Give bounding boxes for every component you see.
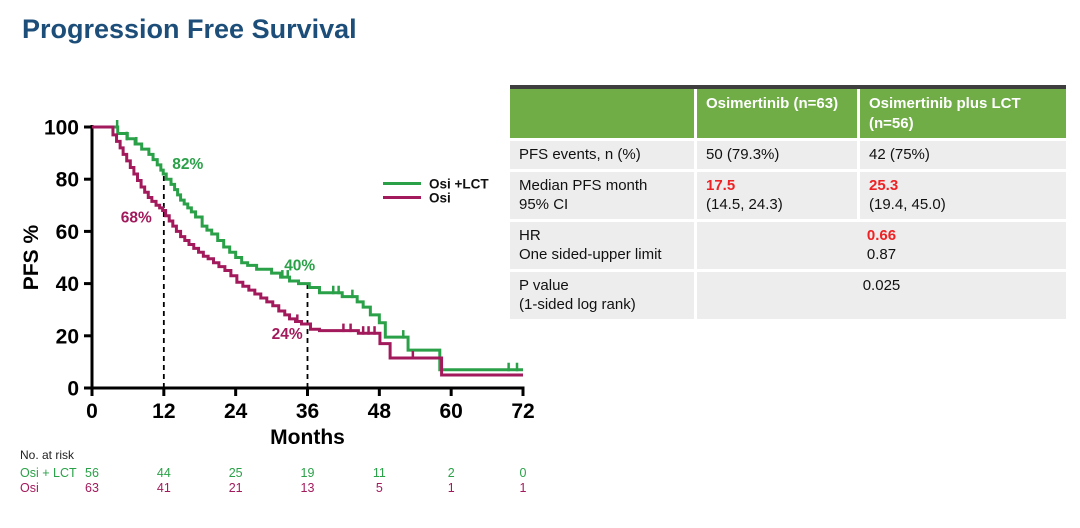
hr-value: 0.66 [866,226,897,244]
median-pfs-label-line2: 95% CI [519,196,569,213]
curve-annotations: 82% 68% 40% 24% [121,156,316,343]
median-pfs-osi-ci: (14.5, 24.3) [706,196,783,213]
hr-label-line2: One sided-upper limit [519,246,662,263]
y-axis-title: PFS % [20,225,43,291]
hr-value-cell: 0.66 0.87 [697,221,1066,269]
risk-count: 11 [373,466,386,480]
risk-count: 41 [157,481,171,495]
page-title: Progression Free Survival [22,14,357,44]
y-tick-label: 0 [67,378,79,401]
km-curve [92,125,523,372]
x-tick-label: 0 [86,400,98,423]
stats-header-osimertinib-lct: Osimertinib plus LCT (n=56) [860,89,1066,138]
risk-table-title: No. at risk [20,448,75,462]
row-label-hr: HR One sided-upper limit [510,221,694,269]
row-label-median-pfs: Median PFS month 95% CI [510,171,694,219]
risk-count: 0 [520,466,527,480]
row-label-pfs-events: PFS events, n (%) [510,141,694,169]
risk-count: 56 [85,466,99,480]
risk-count: 19 [301,466,315,480]
annotation-24pct: 24% [272,326,303,343]
x-tick-label: 48 [368,400,392,423]
stats-header-empty [510,89,694,138]
risk-count: 63 [85,481,99,495]
risk-count: 13 [301,481,315,495]
risk-count: 5 [376,481,383,495]
row-label-p-value: P value (1-sided log rank) [510,271,694,319]
y-tick-label: 40 [56,273,79,296]
x-tick-label: 36 [296,400,319,423]
risk-row-label: Osi + LCT [20,466,77,480]
series-osi [92,125,523,377]
annotation-82pct: 82% [172,156,203,173]
p-value-label-line1: P value [519,276,569,294]
median-pfs-osi-value: 17.5 [706,176,736,194]
median-pfs-osi-lct-value: 25.3 [869,176,899,194]
p-value-cell: 0.025 [697,271,1066,319]
risk-count: 1 [448,481,455,495]
y-tick-label: 20 [56,325,79,348]
axes: 0 20 40 60 80 100 0 12 24 36 48 60 72 Months PFS % [20,117,535,450]
p-value-label-line2: (1-sided log rank) [519,296,636,313]
stats-header-osimertinib: Osimertinib (n=63) [697,89,857,138]
annotation-40pct: 40% [284,258,315,275]
risk-count: 44 [157,466,171,480]
median-pfs-osi: 17.5 (14.5, 24.3) [697,171,857,219]
hr-label-line1: HR [519,226,541,244]
x-tick-label: 12 [152,400,175,423]
median-pfs-osi-lct: 25.3 (19.4, 45.0) [860,171,1066,219]
x-tick-label: 24 [224,400,248,423]
km-curve [92,125,523,377]
risk-count: 21 [229,481,243,495]
stats-table: Osimertinib (n=63) Osimertinib plus LCT … [510,85,1066,319]
pfs-events-osi-lct: 42 (75%) [860,141,1066,169]
x-tick-label: 72 [511,400,534,423]
x-tick-label: 60 [439,400,462,423]
p-value: 0.025 [862,276,901,294]
legend-label: Osi +LCT [429,177,489,192]
legend-label: Osi [429,191,451,206]
median-pfs-label-line1: Median PFS month [519,176,648,194]
pfs-events-osi: 50 (79.3%) [697,141,857,169]
risk-count: 25 [229,466,243,480]
series-osi-lct [92,120,523,372]
annotation-68pct: 68% [121,209,152,226]
median-pfs-osi-lct-ci: (19.4, 45.0) [869,196,946,213]
risk-row-label: Osi [20,481,39,495]
y-tick-label: 60 [56,221,79,244]
risk-count: 1 [520,481,527,495]
y-tick-label: 100 [44,117,79,140]
x-axis-title: Months [270,426,345,449]
risk-count: 2 [448,466,455,480]
hr-upper-limit: 0.87 [866,246,897,263]
y-tick-label: 80 [56,169,79,192]
